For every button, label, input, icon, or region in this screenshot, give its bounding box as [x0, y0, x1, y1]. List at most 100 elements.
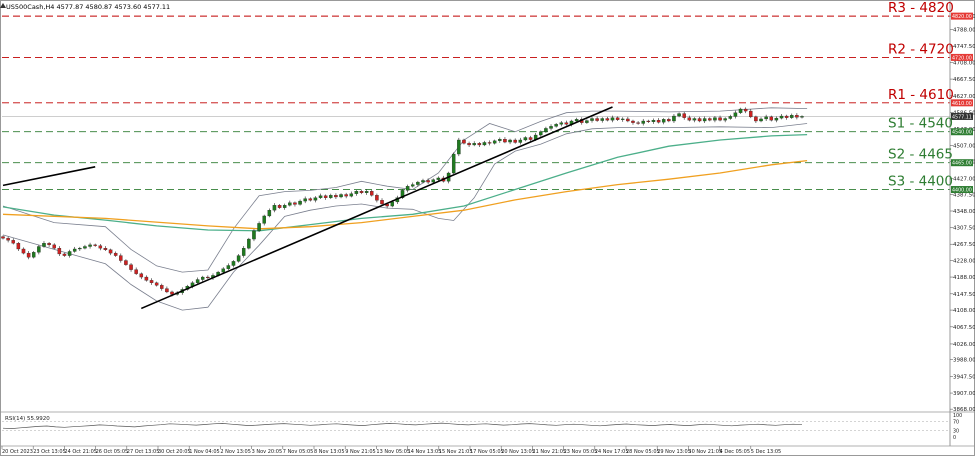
candle-body [764, 116, 768, 120]
candle-body [692, 118, 697, 121]
time-tick-label: 2 Nov 13:05 [220, 449, 251, 455]
candle-body [67, 251, 72, 256]
candle-body [57, 248, 62, 255]
candle-body [697, 118, 702, 122]
rsi-tick-label: 100 [953, 413, 962, 419]
candle-body [610, 117, 615, 121]
time-tick-label: 13 Nov 05:05 [376, 449, 410, 455]
time-tick-label: 20 Oct 2023 [2, 449, 33, 455]
time-tick-label: 24 Oct 21:05 [64, 449, 97, 455]
candle-body [282, 205, 287, 208]
candle-body [231, 261, 236, 266]
candle-body [241, 248, 246, 256]
candle-body [149, 280, 154, 283]
rsi-tick-label: 70 [953, 420, 959, 426]
candle-body [410, 184, 415, 187]
candle-body [247, 238, 251, 249]
candle-body [590, 118, 594, 121]
time-tick-label: 27 Oct 13:05 [127, 449, 160, 455]
price-tick-label: 4147.50 [953, 292, 975, 298]
time-tick-label: 1 Nov 04:05 [189, 449, 220, 455]
price-tick-label: 4627.00 [953, 94, 975, 100]
current-price-tag [951, 112, 973, 120]
time-tick-label: 26 Oct 05:05 [96, 449, 129, 455]
time-tick-label: 9 Nov 21:05 [345, 449, 376, 455]
candle-body [661, 119, 666, 123]
price-tick-label: 4427.00 [953, 176, 975, 182]
candle-body [93, 244, 97, 246]
trendline-2 [140, 106, 613, 310]
candle-body [605, 118, 610, 121]
candle-body [749, 110, 753, 118]
moving-average-fast-line [2, 133, 808, 232]
candle-body [436, 177, 441, 180]
rsi-label: RSI(14) 55.9920 [5, 416, 50, 422]
price-tick-label: 4026.00 [953, 342, 975, 348]
candle-body [626, 118, 630, 122]
candle-body [754, 116, 758, 122]
candle-body [113, 252, 118, 256]
candle-body [134, 269, 138, 274]
level-label-r1: R1 - 4610 [888, 87, 954, 103]
candle-body [636, 122, 640, 124]
price-tick-label: 3907.00 [953, 391, 975, 397]
candle-body [139, 273, 144, 278]
candle-body [206, 276, 210, 279]
candle-body [160, 285, 164, 289]
candle-body [620, 118, 625, 120]
candle-body [677, 113, 681, 117]
support-resistance-lines [2, 15, 950, 190]
time-tick-label: 4 Dec 05:05 [720, 449, 750, 455]
level-price-tag-text-s3: 4400.00 [952, 188, 972, 194]
candle-body [298, 200, 302, 205]
candle-body [221, 268, 225, 273]
price-tick-label: 4507.00 [953, 143, 975, 149]
price-tick-label: 4788.00 [953, 27, 975, 33]
candle-body [288, 202, 292, 206]
level-label-s1: S1 - 4540 [888, 116, 953, 132]
candle-body [252, 230, 256, 240]
candle-body [462, 139, 466, 144]
collapse-triangle-icon[interactable] [0, 3, 6, 8]
time-tick-label: 24 Nov 17:05 [595, 449, 629, 455]
candle-body [790, 115, 794, 118]
candle-body [421, 180, 425, 183]
candle-body [559, 122, 564, 125]
candle-body [667, 119, 671, 122]
candle-body [339, 194, 343, 198]
candle-body [98, 245, 103, 249]
level-price-tag-text-s2: 4465.00 [952, 161, 972, 167]
candle-body [595, 118, 599, 121]
price-tick-label: 3947.50 [953, 374, 975, 380]
time-tick-label: 17 Nov 05:05 [470, 449, 504, 455]
candle-body [318, 195, 323, 198]
symbol-header: US500Cash,H4 4577.87 4580.87 4573.60 457… [6, 3, 170, 11]
level-price-tag-r2 [951, 53, 973, 61]
candle-body [585, 120, 589, 123]
candle-body [641, 120, 645, 124]
candle-body [743, 108, 748, 112]
time-tick-label: 23 Oct 13:05 [33, 449, 66, 455]
candle-body [236, 255, 241, 262]
candle-body [492, 140, 497, 144]
time-tick-label: 14 Nov 13:05 [408, 449, 442, 455]
candle-body [313, 197, 318, 201]
candle-body [78, 248, 82, 250]
candle-body [200, 276, 205, 280]
candle-body [544, 128, 548, 132]
candle-body [329, 195, 333, 198]
candle-body [72, 248, 77, 252]
candle-body [62, 253, 67, 256]
candle-body [267, 210, 272, 217]
level-price-tag-r1 [951, 99, 973, 107]
price-tick-label: 4108.00 [953, 308, 975, 314]
time-tick-label: 23 Nov 05:05 [564, 449, 598, 455]
candle-body [226, 265, 231, 269]
candle-body [262, 215, 266, 224]
level-label-s3: S3 - 4400 [888, 174, 953, 190]
candle-body [303, 198, 307, 202]
candle-body [564, 122, 569, 125]
candle-body [759, 118, 763, 122]
candle-body [733, 112, 738, 117]
